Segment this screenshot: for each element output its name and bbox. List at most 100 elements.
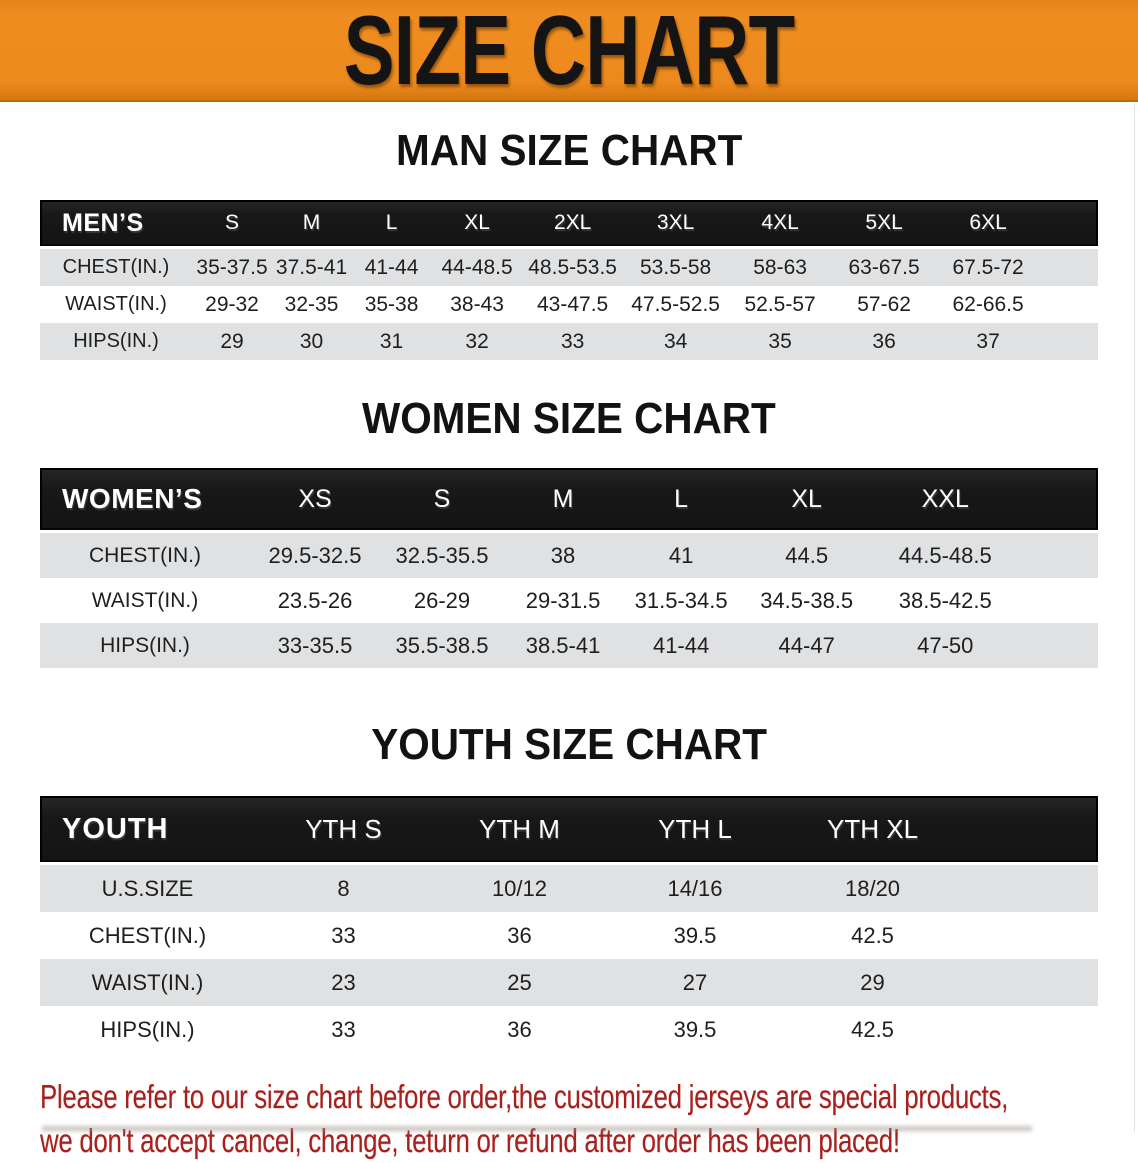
- size-chart-banner: SIZE CHART: [0, 0, 1138, 102]
- value-cell: 39.5: [606, 912, 784, 959]
- size-name-cell: M: [504, 468, 623, 530]
- size-name-cell: XL: [432, 200, 523, 246]
- size-name-cell: YTH L: [606, 796, 784, 862]
- table-row: CHEST(IN.) 35-37.5 37.5-41 41-44 44-48.5 48.5…: [40, 246, 1098, 286]
- table-row: WAIST(IN.) 23 25 27 29: [40, 959, 1098, 1006]
- value-cell: 38-43: [432, 286, 523, 323]
- value-cell: 41: [622, 530, 741, 578]
- value-cell: 33: [254, 912, 432, 959]
- disclaimer-text: Please refer to our size chart before or…: [40, 1075, 1138, 1163]
- value-cell: 33-35.5: [250, 623, 381, 668]
- size-name-cell: XS: [250, 468, 381, 530]
- measure-label-cell: WAIST(IN.): [40, 578, 250, 623]
- measure-label-cell: CHEST(IN.): [40, 912, 255, 959]
- men-size-table: MEN’S S M L XL 2XL 3XL 4XL 5XL 6XL CHEST(IN.) 35-37…: [40, 200, 1098, 360]
- value-cell: 14/16: [606, 862, 784, 912]
- value-cell: 42.5: [783, 1006, 963, 1053]
- value-cell: 41-44: [351, 246, 433, 286]
- spacer-cell: [1040, 200, 1098, 246]
- value-cell: 42.5: [783, 912, 963, 959]
- table-row: HIPS(IN.) 33 36 39.5 42.5: [40, 1006, 1098, 1053]
- value-cell: 27: [606, 959, 784, 1006]
- men-section-title: MAN SIZE CHART: [395, 126, 743, 175]
- size-name-cell: YTH XL: [783, 796, 963, 862]
- value-cell: 31: [351, 323, 433, 360]
- youth-section-title: YOUTH SIZE CHART: [371, 720, 767, 769]
- value-cell: 23.5-26: [250, 578, 381, 623]
- size-name-cell: L: [622, 468, 741, 530]
- table-row: CHEST(IN.) 29.5-32.5 32.5-35.5 38 41 44.5 44.5…: [40, 530, 1098, 578]
- value-cell: 29-31.5: [504, 578, 623, 623]
- value-cell: 30: [272, 323, 352, 360]
- women-size-table: WOMEN’S XS S M L XL XXL CHEST(IN.) 29.5-32.5 32.5…: [40, 468, 1098, 668]
- value-cell: 34: [623, 323, 729, 360]
- value-cell: 26-29: [380, 578, 504, 623]
- size-name-cell: M: [272, 200, 352, 246]
- size-name-cell: 5XL: [832, 200, 937, 246]
- value-cell: 58-63: [728, 246, 833, 286]
- size-name-cell: 6XL: [936, 200, 1041, 246]
- measure-label-cell: WAIST(IN.): [40, 286, 193, 323]
- value-cell: 35.5-38.5: [380, 623, 504, 668]
- spacer-cell: [1017, 468, 1098, 530]
- value-cell: 38.5-41: [504, 623, 623, 668]
- value-cell: 35: [728, 323, 833, 360]
- size-header-row: MEN’S S M L XL 2XL 3XL 4XL 5XL 6XL: [40, 200, 1098, 246]
- spacer-cell: [1017, 578, 1098, 623]
- value-cell: 29-32: [192, 286, 273, 323]
- size-name-cell: S: [192, 200, 273, 246]
- value-cell: 39.5: [606, 1006, 784, 1053]
- value-cell: 38.5-42.5: [873, 578, 1018, 623]
- value-cell: 53.5-58: [623, 246, 729, 286]
- size-name-cell: XXL: [873, 468, 1018, 530]
- size-name-cell: S: [380, 468, 504, 530]
- value-cell: 36: [431, 912, 607, 959]
- table-row: HIPS(IN.) 29 30 31 32 33 34 35 36 37: [40, 323, 1098, 360]
- value-cell: 34.5-38.5: [740, 578, 874, 623]
- value-cell: 32-35: [272, 286, 352, 323]
- value-cell: 63-67.5: [832, 246, 937, 286]
- value-cell: 37.5-41: [272, 246, 352, 286]
- image-edge-line: [1134, 102, 1135, 1132]
- bottom-smudge-artifact: [42, 1126, 1032, 1131]
- table-row: CHEST(IN.) 33 36 39.5 42.5: [40, 912, 1098, 959]
- spacer-cell: [1017, 530, 1098, 578]
- measure-label-cell: HIPS(IN.): [40, 623, 250, 668]
- youth-size-table: YOUTH YTH S YTH M YTH L YTH XL U.S.SIZE 8 10/12…: [40, 796, 1098, 1053]
- value-cell: 44.5-48.5: [873, 530, 1018, 578]
- value-cell: 67.5-72: [936, 246, 1041, 286]
- measure-label-cell: HIPS(IN.): [40, 1006, 255, 1053]
- value-cell: 48.5-53.5: [522, 246, 624, 286]
- value-cell: 29: [783, 959, 963, 1006]
- group-label-cell: WOMEN’S: [40, 468, 250, 530]
- value-cell: 8: [254, 862, 432, 912]
- value-cell: 44.5: [740, 530, 874, 578]
- group-label-cell: MEN’S: [40, 200, 193, 246]
- value-cell: 41-44: [622, 623, 741, 668]
- size-name-cell: YTH S: [254, 796, 432, 862]
- banner-title: SIZE CHART: [343, 0, 796, 105]
- spacer-cell: [1040, 286, 1098, 323]
- value-cell: 47-50: [873, 623, 1018, 668]
- value-cell: 35-38: [351, 286, 433, 323]
- spacer-cell: [962, 912, 1098, 959]
- size-name-cell: 4XL: [728, 200, 833, 246]
- size-name-cell: L: [351, 200, 433, 246]
- value-cell: 29: [192, 323, 273, 360]
- spacer-cell: [962, 796, 1098, 862]
- table-row: U.S.SIZE 8 10/12 14/16 18/20: [40, 862, 1098, 912]
- value-cell: 62-66.5: [936, 286, 1041, 323]
- measure-label-cell: WAIST(IN.): [40, 959, 255, 1006]
- spacer-cell: [1017, 623, 1098, 668]
- value-cell: 33: [522, 323, 624, 360]
- spacer-cell: [1040, 323, 1098, 360]
- value-cell: 44-47: [740, 623, 874, 668]
- size-name-cell: 2XL: [522, 200, 624, 246]
- value-cell: 52.5-57: [728, 286, 833, 323]
- size-name-cell: 3XL: [623, 200, 729, 246]
- disclaimer-line-1: Please refer to our size chart before or…: [40, 1078, 1009, 1115]
- size-header-row: WOMEN’S XS S M L XL XXL: [40, 468, 1098, 530]
- measure-label-cell: U.S.SIZE: [40, 862, 255, 912]
- value-cell: 31.5-34.5: [622, 578, 741, 623]
- value-cell: 36: [832, 323, 937, 360]
